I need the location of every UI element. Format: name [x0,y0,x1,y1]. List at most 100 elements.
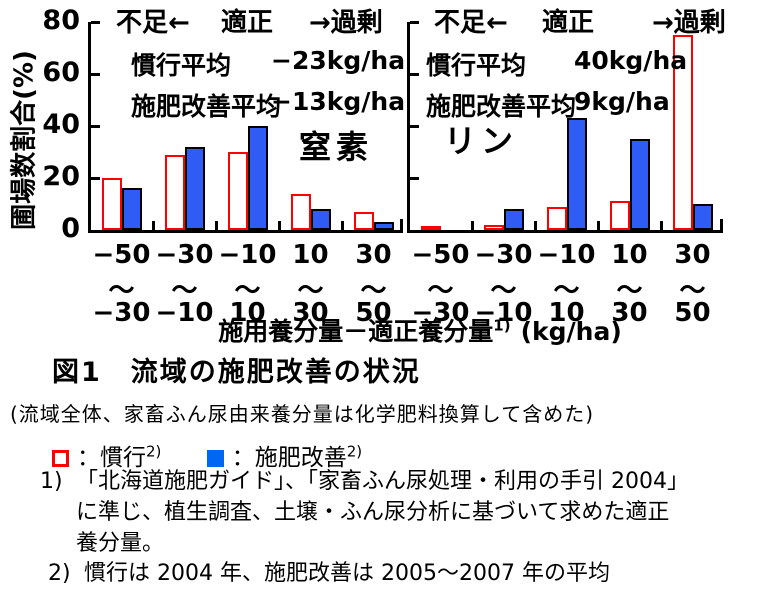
footnote-1: 1) 「北海道施肥ガイド」、「家畜ふん尿処理・利用の手引 2004」に準じ、植生… [40,466,690,559]
y-axis-tick [410,124,419,128]
bar-kaizen-cat5 [374,222,394,230]
footnote-1-marker: 1) [40,469,63,494]
y-tick-label: 40 [42,109,80,140]
x-axis-tick [152,221,155,230]
x-bin-tilde: ～ [171,276,198,306]
x-bin-tilde: ～ [427,276,454,306]
panel-phosphorus: 不足← 適正 →過剰 慣行平均 40kg/ha 施肥改善平均 9kg/ha リン −50 ～ −30… [407,8,726,328]
footnote-1-text: 「北海道施肥ガイド」、「家畜ふん尿処理・利用の手引 2004」に準じ、植生調査、… [76,469,689,556]
y-axis-tick [91,124,100,128]
x-bin-bottom-label: 30 [292,298,329,328]
filled-blue-square-marker [206,450,224,467]
stat-value: 9kg/ha [574,87,670,116]
x-bin-tilde: ～ [234,276,261,306]
stat-label: 慣行平均 [426,51,527,80]
zone-label: 適正 [542,8,595,38]
x-bin-top-label: 30 [355,240,392,270]
bar-kanko-cat2 [165,154,185,230]
legend-item-kaizen: ：施肥改善2) [206,442,363,471]
x-axis-tick [597,221,600,230]
y-tick-label: 60 [42,57,80,88]
x-axis-end-tick [400,219,403,230]
bar-kanko-cat3 [547,206,567,230]
open-red-square-marker [52,450,69,467]
panel-nitrogen: 不足← 適正 →過剰 慣行平均 −23kg/ha 施肥改善平均 −13kg/ha 窒素 −50 ～… [88,8,405,328]
x-bin-top-label: 30 [674,240,711,270]
y-axis-tick [410,72,419,76]
x-bin-bottom-label: 10 [548,298,585,328]
bar-kaizen-cat3 [248,126,268,230]
x-bin-top-label: −10 [218,240,277,270]
x-bin-bottom-label: 50 [674,298,711,328]
x-bin-bottom-label: −10 [474,298,533,328]
bar-kaizen-cat2 [185,146,205,230]
y-axis-tick [410,176,419,180]
panel-stats: 慣行平均 −23kg/ha 施肥改善平均 −13kg/ha [131,46,405,123]
y-tick-label: 80 [42,5,80,36]
legend-label-kanko: ：慣行 [77,445,146,471]
footnote-2-marker: 2) [48,561,71,586]
x-bin-bottom-label: 10 [229,298,266,328]
y-axis-tick [410,20,419,24]
x-bin-bottom-label: 30 [611,298,648,328]
x-bin-top-label: −10 [537,240,596,270]
legend: ：慣行2) ：施肥改善2) [52,438,362,472]
x-axis-unit: (kg/ha) [520,317,622,346]
zone-label: →過剰 [309,8,383,38]
x-axis-tick [471,221,474,230]
x-bin-tilde: ～ [360,276,387,306]
x-bin-tilde: ～ [108,276,135,306]
x-bin-top-label: −50 [411,240,470,270]
x-bin-bottom-label: −30 [411,298,470,328]
y-axis-tick [91,20,100,24]
bar-kanko-cat5 [354,211,374,230]
stat-value: 40kg/ha [574,46,688,75]
legend-label-kaizen: ：施肥改善 [231,445,347,471]
bar-kaizen-cat5 [693,204,713,230]
bar-kanko-cat4 [610,201,630,230]
bar-kaizen-cat1 [122,188,142,230]
x-bin-top-label: 10 [292,240,329,270]
stat-value: −13kg/ha [271,87,406,116]
bar-kaizen-cat3 [567,118,587,230]
bar-kanko-cat1 [421,226,441,230]
x-bin-bottom-label: −10 [155,298,214,328]
bar-kaizen-cat4 [630,139,650,230]
stat-label: 施肥改善平均 [131,92,282,121]
footnote-2-text: 慣行は 2004 年、施肥改善は 2005～2007 年の平均 [84,561,610,586]
y-axis-tick [91,72,100,76]
x-bin-top-label: −50 [92,240,151,270]
y-tick-label: 0 [61,213,80,244]
zone-label: →過剰 [652,8,726,38]
x-axis-tick [660,221,663,230]
y-tick-label: 20 [42,161,80,192]
bar-kanko-cat4 [291,193,311,230]
bar-kaizen-cat2 [504,209,524,230]
x-bin-bottom-label: 50 [355,298,392,328]
bar-kanko-cat5 [673,35,693,230]
stat-label: 施肥改善平均 [426,92,577,121]
x-bin-bottom-label: −30 [92,298,151,328]
x-axis-title-text: 施用養分量－適正養分量 [218,317,494,346]
x-axis-tick [341,221,344,230]
y-axis-title: 圃場数割合(%) [9,50,40,230]
zone-label: 不足← [434,8,508,38]
zone-label: 不足← [116,8,190,38]
panel-name-nitrogen: 窒素 [299,128,374,166]
panel-name-phosphorus: リン [444,122,519,160]
x-axis-tick [278,221,281,230]
x-axis-tick [215,221,218,230]
x-bin-tilde: ～ [490,276,517,306]
legend-footnote-ref: 2) [346,442,363,461]
x-bin-tilde: ～ [553,276,580,306]
stat-label: 慣行平均 [131,51,232,80]
bar-chart: 圃場数割合(%) 不足← 適正 →過剰慣行平均 −23kg/ha 施肥改善平均 −13kg… [9,5,726,347]
figure-caption: 図1 流域の施肥改善の状況 [52,357,421,388]
legend-item-kanko: ：慣行2) [52,442,161,471]
y-axis-tick [91,176,100,180]
figure-note: (流域全体、家畜ふん尿由来養分量は化学肥料換算して含めた) [10,402,595,426]
x-bin-tilde: ～ [679,276,706,306]
bar-kanko-cat3 [228,152,248,230]
x-bin-tilde: ～ [297,276,324,306]
